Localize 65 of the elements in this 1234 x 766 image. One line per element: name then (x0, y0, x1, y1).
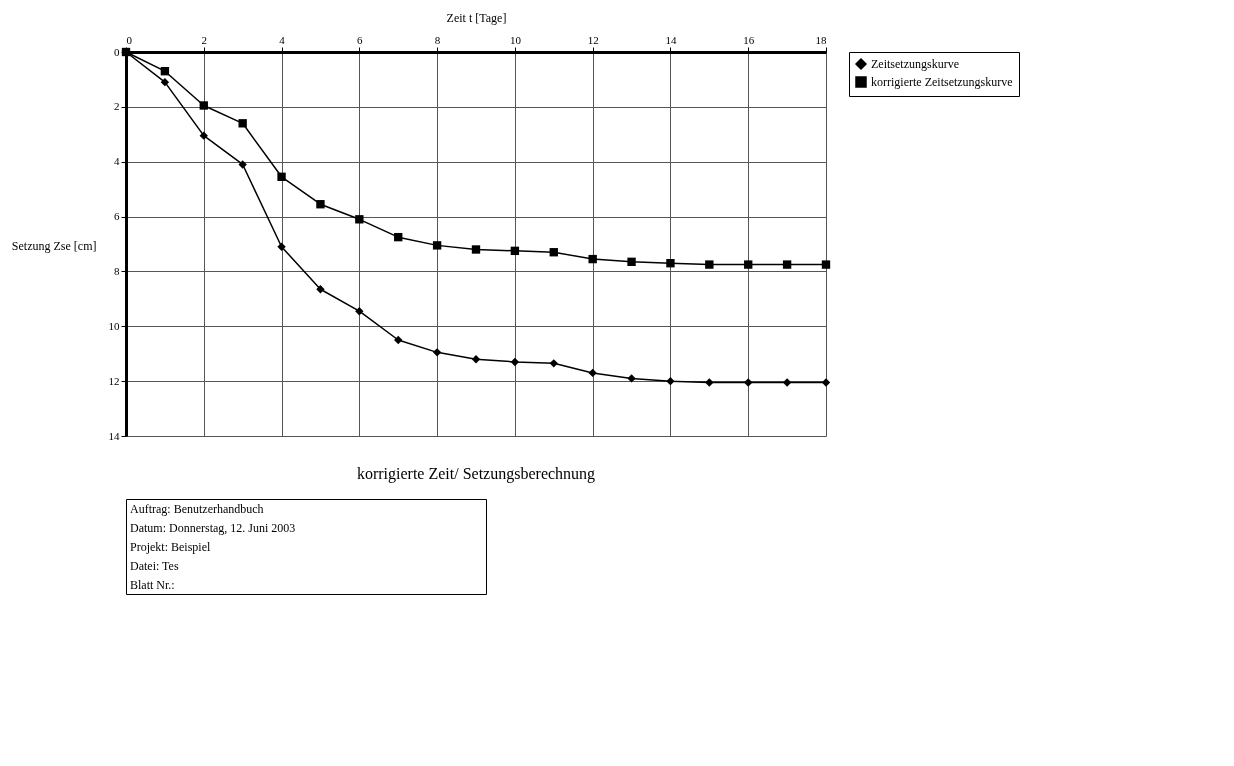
text: Blatt Nr.: (130, 577, 175, 592)
point (510, 357, 520, 367)
point (627, 374, 636, 383)
point (588, 368, 597, 378)
point (199, 131, 208, 140)
x-tick-label: 10 (509, 33, 522, 46)
point (471, 355, 481, 364)
text: Auftrag: Benutzerhandbuch (130, 501, 264, 516)
x-tick-label: 6 (357, 33, 364, 46)
y-tick-label: 4 (114, 155, 120, 168)
point (666, 376, 675, 386)
point (782, 378, 792, 387)
text: Datum: Donnerstag, 12. Juni 2003 (130, 520, 296, 535)
point (705, 260, 714, 269)
legend-label: Zeitsetzungskurve (871, 57, 959, 71)
point (316, 200, 325, 209)
x-tick-label: 12 (587, 33, 599, 46)
point (277, 242, 286, 251)
point (549, 359, 558, 368)
point (782, 260, 792, 269)
point (821, 378, 831, 387)
x-tick-label: 2 (201, 33, 208, 46)
point (238, 160, 247, 169)
point (432, 348, 442, 357)
legend-label: korrigierte Zeitsetzungskurve (871, 75, 1013, 89)
x-tick-label: 8 (434, 33, 441, 46)
point (394, 232, 403, 242)
point (355, 307, 364, 316)
point (160, 67, 170, 76)
y-tick-label: 0 (114, 45, 120, 58)
point (705, 378, 714, 387)
point (549, 248, 558, 257)
point (199, 101, 208, 110)
point (510, 246, 520, 256)
x-tick-label: 0 (126, 33, 133, 46)
point (160, 77, 170, 87)
text: Projekt: Beispiel (130, 539, 211, 554)
point (744, 378, 753, 387)
point (355, 215, 364, 224)
x-tick-label: 18 (815, 33, 827, 46)
point (588, 254, 597, 264)
point (316, 285, 325, 294)
point (627, 257, 636, 267)
point (666, 259, 675, 268)
y-tick-label: 8 (114, 264, 120, 277)
y-axis-title: Setzung Zse [cm] (11, 238, 97, 253)
y-tick-label: 14 (108, 429, 120, 442)
point (744, 260, 753, 269)
text: Datei: Tes (130, 558, 179, 573)
point (121, 47, 131, 57)
point (471, 245, 481, 254)
y-tick-label: 12 (108, 374, 120, 387)
y-tick-label: 10 (108, 319, 120, 332)
point (821, 260, 831, 269)
y-tick-label: 2 (114, 100, 120, 113)
point (432, 241, 442, 250)
text: korrigierte Zeit/ Setzungsberechnung (356, 465, 596, 483)
x-axis-title: Zeit t [Tage] (446, 10, 507, 25)
x-tick-label: 14 (665, 33, 677, 46)
x-tick-label: 16 (743, 33, 755, 46)
point (277, 172, 286, 181)
point (238, 119, 247, 128)
x-tick-label: 4 (279, 33, 286, 46)
point (394, 335, 403, 345)
y-tick-label: 6 (114, 210, 120, 223)
